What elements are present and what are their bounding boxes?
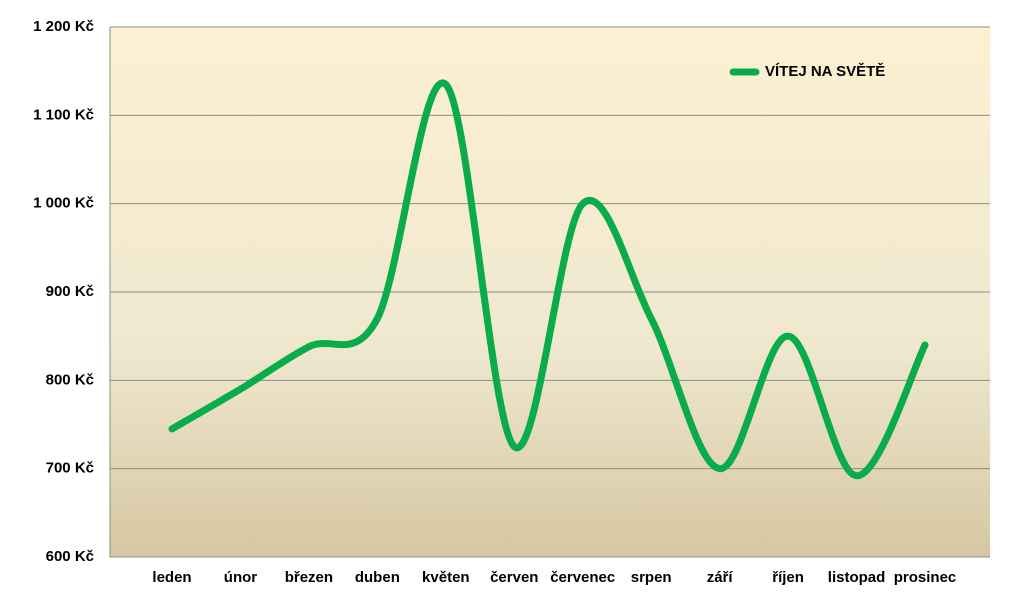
x-tick-label: srpen (631, 569, 672, 586)
x-tick-label: červenec (550, 569, 615, 586)
x-tick-label: prosinec (894, 569, 957, 586)
y-tick-label: 600 Kč (46, 548, 94, 565)
y-tick-label: 900 Kč (46, 283, 94, 300)
y-tick-label: 1 200 Kč (33, 18, 94, 35)
y-tick-label: 700 Kč (46, 460, 94, 477)
x-tick-label: duben (355, 569, 400, 586)
y-tick-label: 1 100 Kč (33, 106, 94, 123)
x-tick-label: leden (152, 569, 191, 586)
x-tick-label: září (707, 569, 734, 586)
x-tick-label: listopad (828, 569, 886, 586)
line (168, 79, 929, 480)
x-tick-label: únor (224, 569, 257, 586)
y-tick-label: 800 Kč (46, 371, 94, 388)
x-tick-label: červen (490, 569, 538, 586)
x-tick-label: říjen (772, 569, 804, 586)
legend-label: VÍTEJ NA SVĚTĚ (765, 62, 885, 80)
x-tick-label: březen (285, 569, 333, 586)
y-tick-label: 1 000 Kč (33, 195, 94, 212)
x-tick-label: květen (422, 569, 470, 586)
